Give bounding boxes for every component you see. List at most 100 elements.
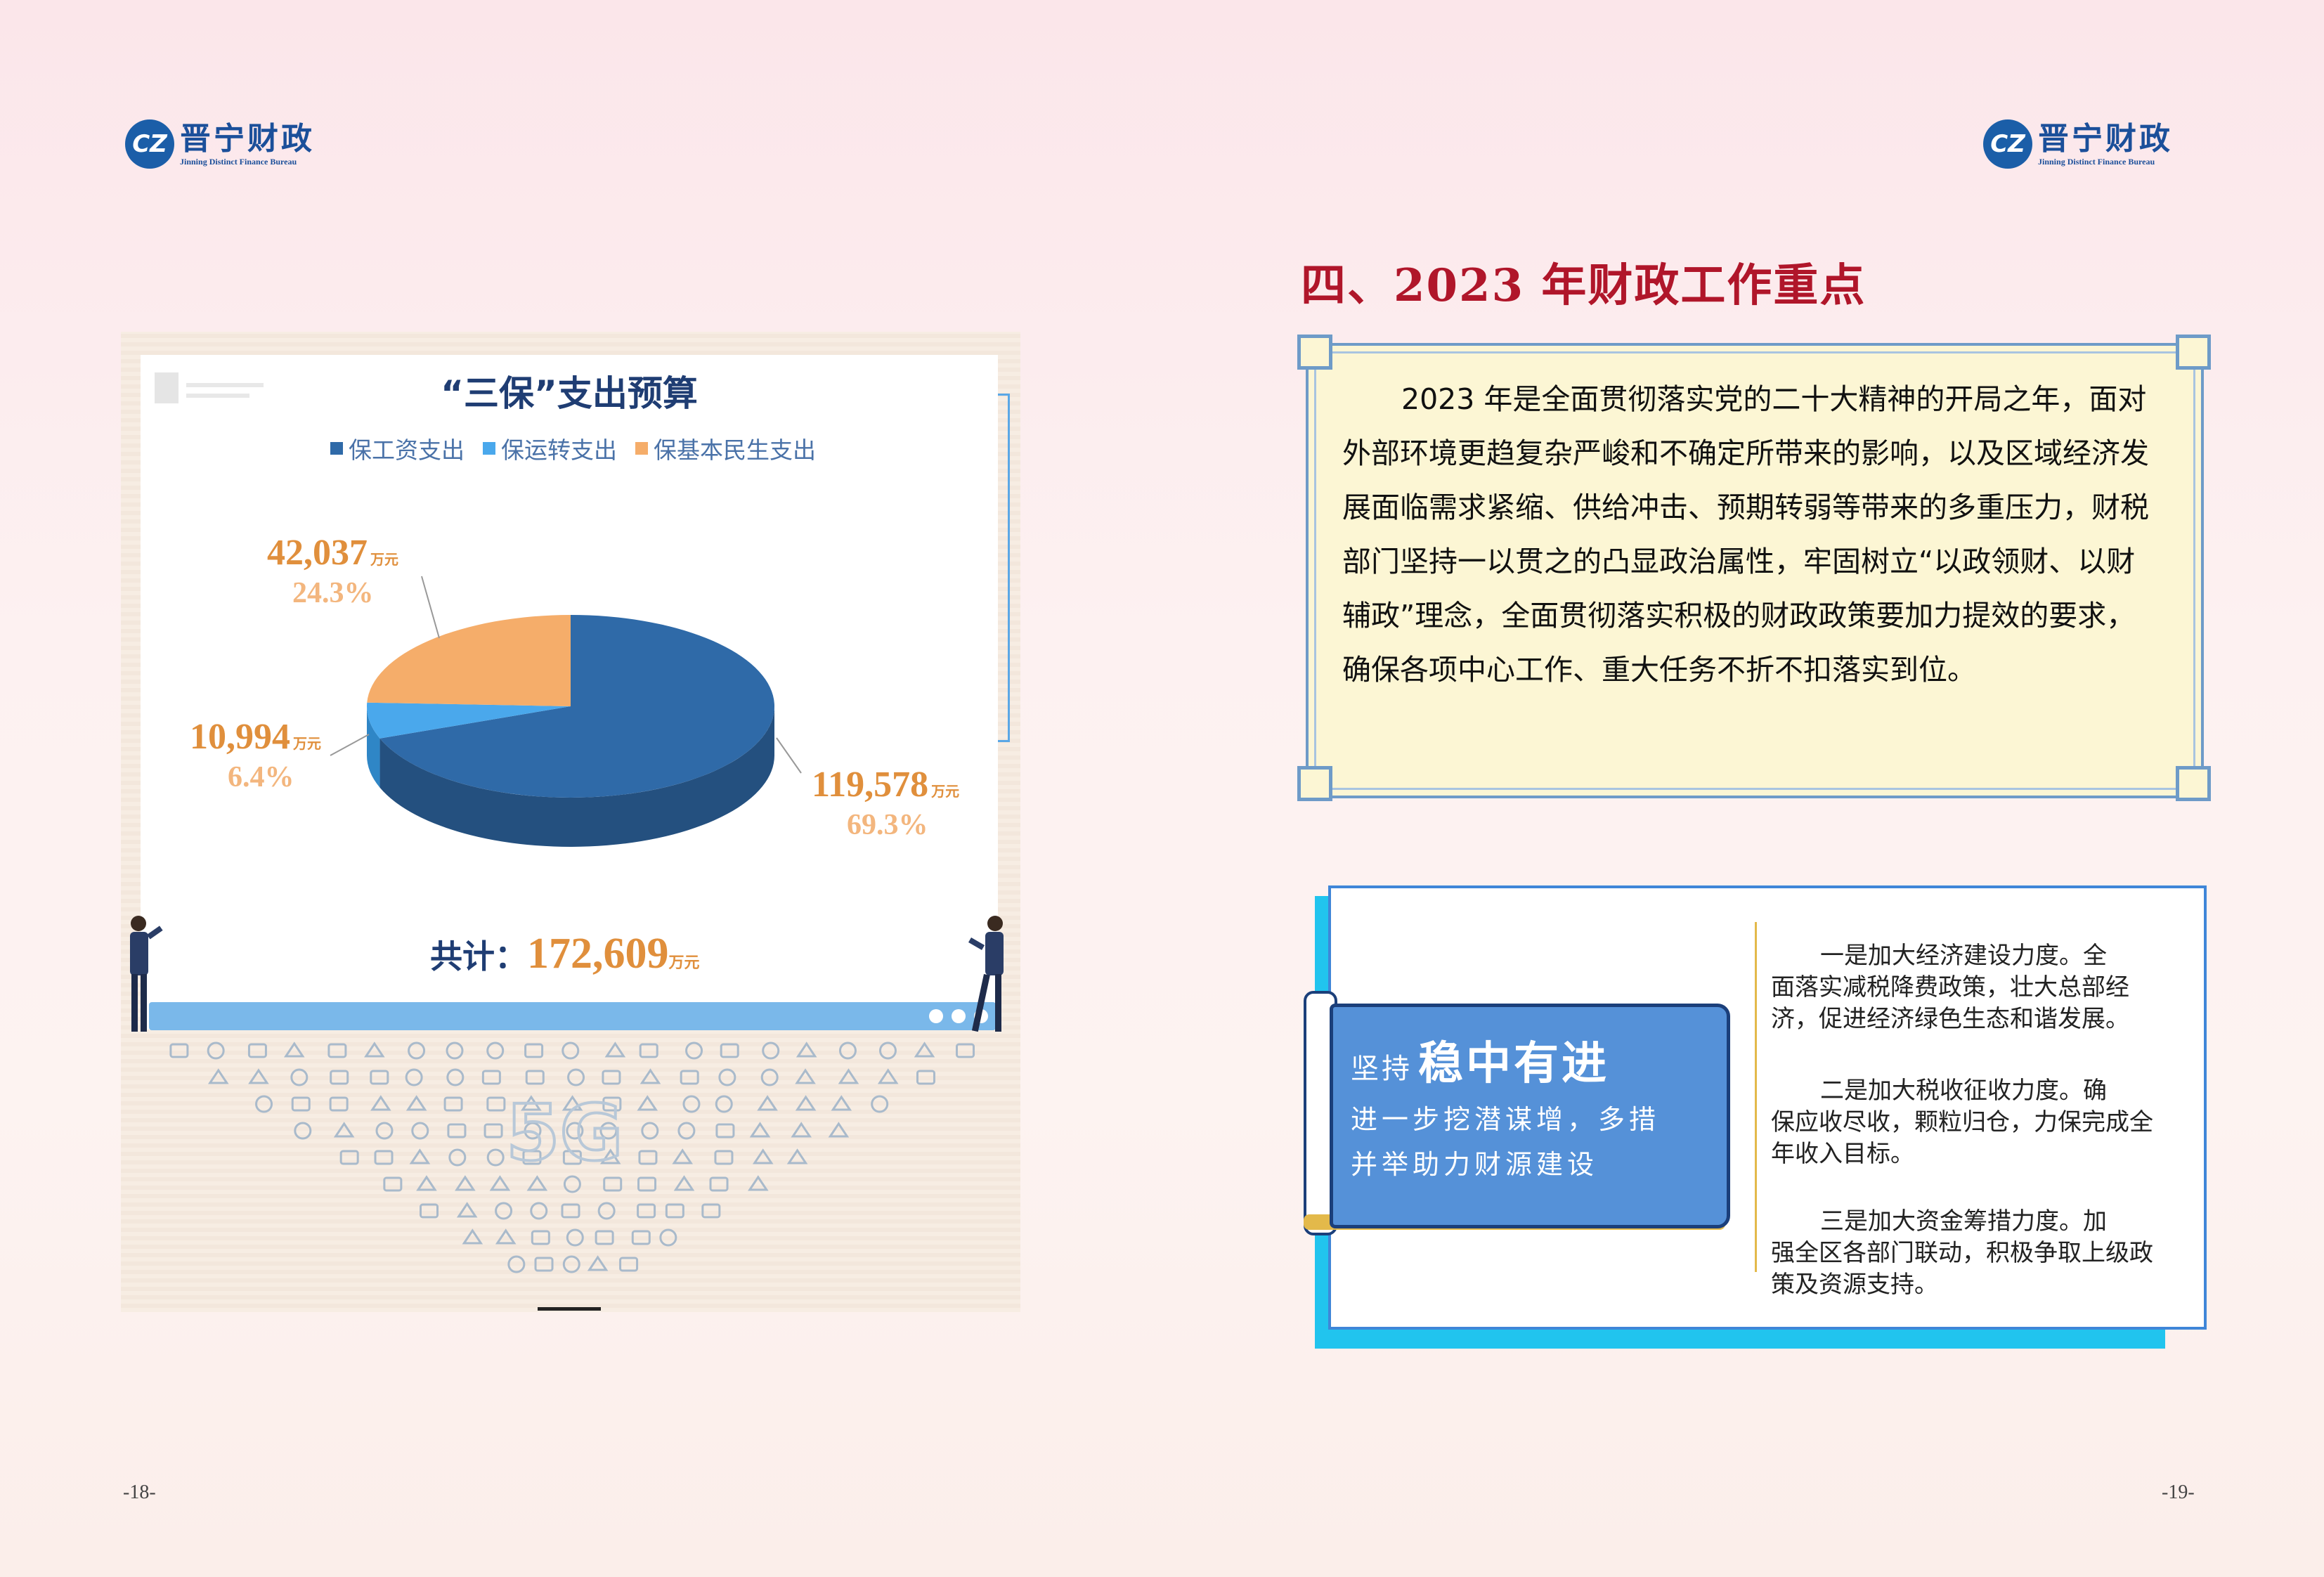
tech-icon	[956, 1043, 975, 1058]
tech-icon	[383, 1176, 403, 1192]
tech-icon	[631, 1230, 651, 1245]
tech-icon	[247, 1043, 267, 1058]
tech-icon	[486, 1096, 506, 1112]
tech-icon	[640, 1068, 661, 1084]
pie-unit: 万元	[293, 736, 321, 752]
tech-icon	[409, 1148, 431, 1164]
corner-ornament	[1297, 766, 1332, 801]
tech-icon	[446, 1041, 464, 1060]
corner-ornament	[1297, 335, 1332, 370]
tech-icon	[796, 1041, 817, 1058]
banner-line: 并举助力财源建设	[1351, 1149, 1599, 1180]
tech-icon	[786, 1148, 808, 1164]
logo-left: CZ 晋宁财政 Jinning Distinct Finance Bureau	[125, 116, 315, 172]
pie-side	[367, 706, 380, 788]
tech-icon	[462, 1228, 483, 1245]
tech-icon	[659, 1228, 677, 1247]
tech-icon	[207, 1041, 225, 1060]
tech-icon	[838, 1041, 857, 1060]
pie-leader-line	[421, 576, 440, 639]
tech-icon	[563, 1175, 581, 1193]
pie-value: 10,994	[190, 717, 290, 757]
logo-subtitle: Jinning Distinct Finance Bureau	[2038, 157, 2155, 167]
tech-icon	[762, 1041, 780, 1060]
tech-icon	[248, 1068, 269, 1084]
tech-icon	[715, 1095, 733, 1113]
tech-icon	[483, 1123, 503, 1138]
tech-icon	[748, 1175, 769, 1191]
divider	[1755, 922, 1757, 1272]
legend-item: 保基本民生支出	[635, 431, 816, 465]
chart-header-decoration	[186, 383, 264, 387]
tech-icon	[709, 1176, 729, 1192]
pie-value: 119,578	[812, 765, 929, 805]
tech-icon	[720, 1043, 739, 1058]
logo-subtitle: Jinning Distinct Finance Bureau	[180, 157, 297, 167]
pie-slice	[367, 615, 571, 706]
banner-prefix: 坚持	[1351, 1053, 1413, 1085]
tech-icon	[673, 1175, 695, 1191]
tech-icon	[680, 1070, 699, 1085]
tech-icon	[524, 1122, 542, 1140]
tech-icon	[411, 1122, 429, 1140]
svg-text:5G: 5G	[506, 1088, 623, 1178]
tech-icon	[329, 1096, 349, 1112]
tech-icon	[455, 1175, 476, 1191]
total-label: 共计：	[430, 937, 527, 975]
tech-icon	[481, 1070, 501, 1085]
tech-icon	[599, 1148, 621, 1164]
pie-value: 42,037	[267, 533, 368, 573]
tech-icon	[760, 1068, 779, 1086]
point-text: 保应收尽收，颗粒归仓，力保完成全年收入目标。	[1771, 1108, 2153, 1168]
pie-unit: 万元	[370, 552, 398, 568]
tech-icon	[486, 1148, 505, 1167]
tech-icon	[562, 1255, 580, 1273]
tech-icon	[562, 1150, 582, 1165]
tech-icon	[405, 1095, 427, 1111]
logo-mark-icon: CZ	[1983, 119, 2032, 169]
legend-label: 保运转支出	[501, 436, 617, 464]
tech-icon	[602, 1096, 622, 1112]
tech-icon	[374, 1150, 394, 1165]
tech-icon	[534, 1257, 554, 1272]
tech-icon	[914, 1041, 935, 1058]
tech-icon	[752, 1148, 774, 1164]
tech-icon	[619, 1257, 639, 1272]
tech-icon	[448, 1148, 467, 1167]
corner-ornament	[2176, 335, 2211, 370]
tech-icon	[637, 1095, 658, 1111]
pie-slice	[379, 615, 774, 798]
pie-slice	[367, 702, 571, 739]
pie-label-ops: 10,994 万元 6.4%	[190, 717, 321, 797]
tech-icon	[290, 1068, 309, 1086]
tech-icon	[603, 1176, 623, 1192]
legend-item: 保工资支出	[330, 431, 465, 465]
tech-icon	[637, 1176, 657, 1192]
tech-icon	[597, 1202, 616, 1220]
tech-icon	[370, 1095, 391, 1111]
logo-right: CZ 晋宁财政 Jinning Distinct Finance Bureau	[1983, 116, 2173, 172]
tech-icon	[207, 1068, 229, 1084]
tech-icon	[838, 1068, 859, 1084]
tech-icon	[405, 1068, 423, 1086]
tech-icon	[531, 1230, 550, 1245]
tech-icon	[507, 1255, 526, 1273]
tech-icon	[637, 1203, 656, 1219]
tech-icon	[489, 1175, 511, 1191]
point-text: 面落实减税降费政策，壮大总部经济，促进经济绿色生态和谐发展。	[1771, 973, 2129, 1033]
tech-icon	[446, 1068, 465, 1086]
tech-icon	[677, 1122, 696, 1140]
tech-icon	[327, 1043, 347, 1058]
legend-item: 保运转支出	[483, 431, 617, 465]
tech-icon	[641, 1122, 659, 1140]
tech-icon	[486, 1041, 505, 1060]
tech-icon	[255, 1095, 273, 1113]
intro-box	[1306, 343, 2204, 798]
chart-header-decoration	[155, 372, 178, 403]
tech-icon	[294, 1122, 312, 1140]
intro-paragraph: 2023 年是全面贯彻落实党的二十大精神的开局之年，面对外部环境更趋复杂严峻和不…	[1342, 382, 2149, 687]
banner-line: 进一步挖潜谋增，多措	[1351, 1104, 1661, 1135]
tech-icon	[639, 1043, 658, 1058]
tech-icon	[715, 1123, 735, 1138]
tech-icon	[595, 1230, 614, 1245]
